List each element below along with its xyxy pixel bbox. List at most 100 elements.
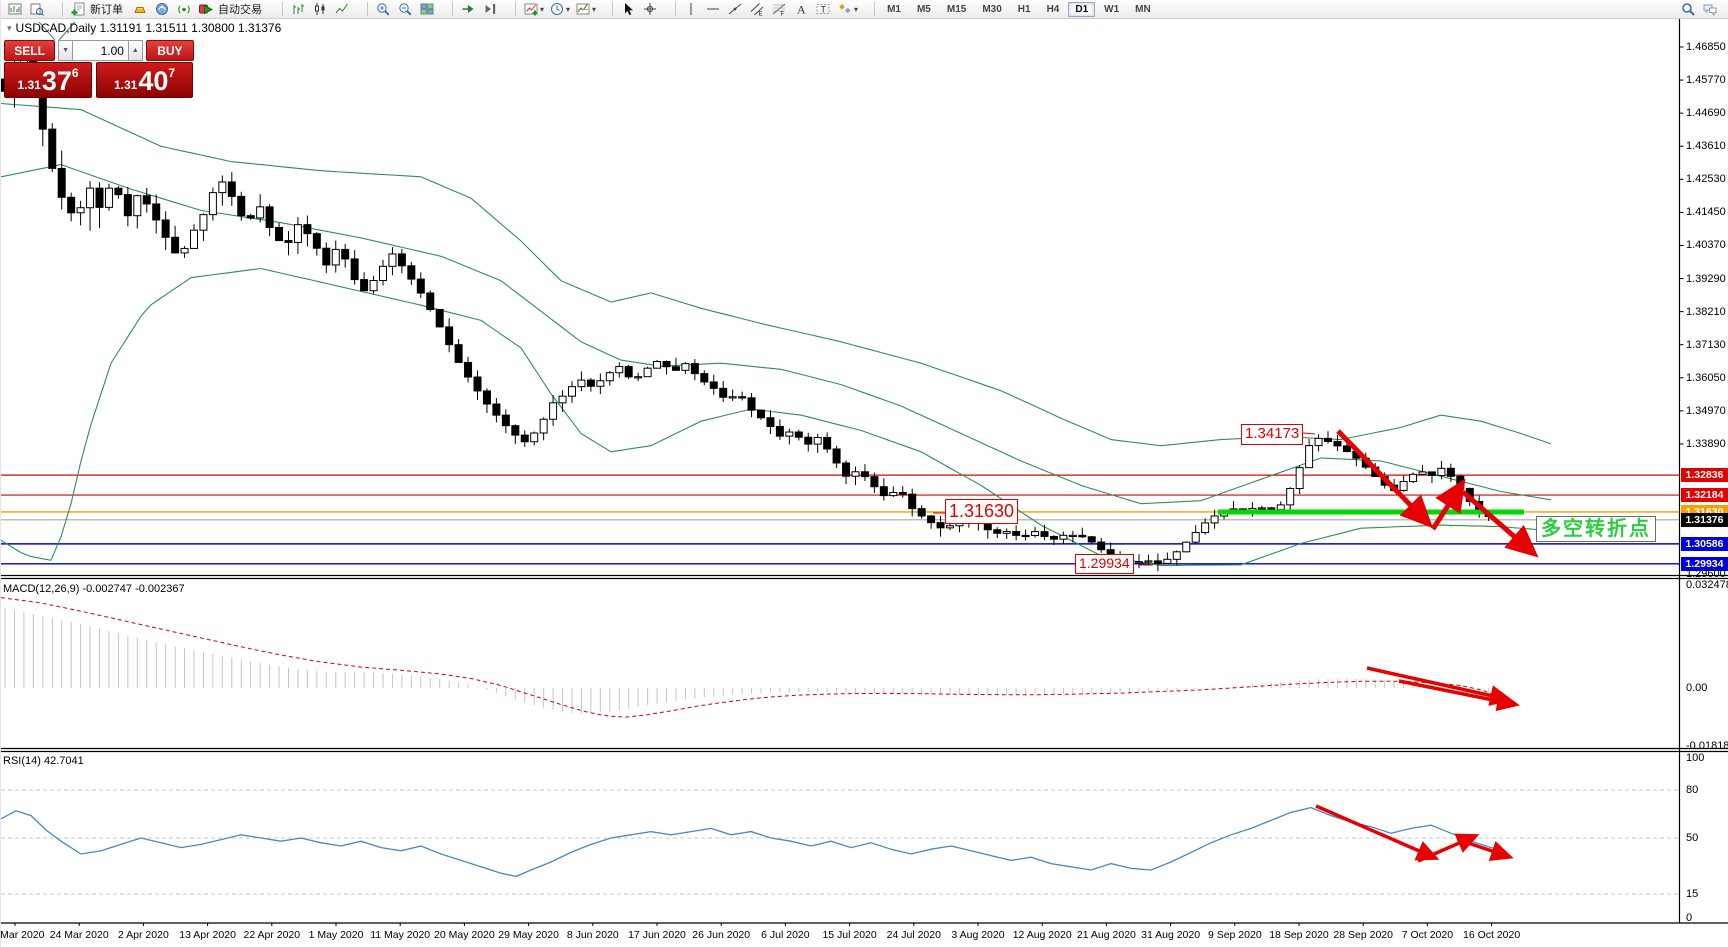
timeframe-m1-button[interactable]: M1 [887, 3, 901, 15]
gold-icon[interactable] [129, 1, 151, 18]
new-order-button[interactable]: 新订单 [67, 1, 129, 18]
support-price-label[interactable]: 1.31630 [945, 499, 1019, 524]
trend-arrow[interactable] [1461, 490, 1539, 558]
signal-icon[interactable] [173, 1, 195, 18]
line-chart-icon[interactable] [331, 1, 353, 18]
y-axis-label: 1.43610 [1686, 140, 1726, 153]
chat-icon[interactable] [1699, 1, 1721, 18]
timeframe-mn-button[interactable]: MN [1135, 3, 1151, 15]
search-icon[interactable] [1677, 1, 1699, 18]
timeframe-w1-button[interactable]: W1 [1104, 3, 1120, 15]
text-label-icon[interactable]: T [812, 1, 834, 18]
auto-scroll-icon[interactable] [457, 1, 479, 18]
cursor-icon[interactable] [617, 1, 639, 18]
periods-icon-dropdown[interactable]: ▾ [566, 4, 571, 14]
timeframe-m15-button[interactable]: M15 [946, 3, 967, 15]
new-order-button[interactable] [67, 1, 89, 18]
horizontal-line-icon[interactable] [702, 1, 724, 18]
candle-body [303, 224, 312, 235]
candle-body [1314, 437, 1323, 447]
text-icon[interactable]: A [790, 1, 812, 18]
shapes-icon-dropdown[interactable]: ▾ [854, 4, 859, 14]
crosshair-icon[interactable] [639, 1, 661, 18]
timeframe-h1-button[interactable]: H1 [1017, 3, 1031, 15]
periods-icon [550, 2, 564, 16]
auto-trading-button[interactable] [195, 1, 217, 18]
date-label: 13 Apr 2020 [179, 929, 236, 941]
candle-body [700, 373, 709, 383]
volume-up-button[interactable]: ▲ [127, 40, 143, 61]
macd-trend-arrow[interactable] [1398, 679, 1520, 712]
cursor-icon [621, 2, 635, 16]
candle-body [379, 265, 387, 282]
candle-body [473, 376, 482, 392]
data-window-icon [30, 2, 44, 16]
date-label: 9 Sep 2020 [1207, 929, 1262, 941]
rsi-trend-arrow[interactable] [1458, 838, 1514, 861]
templates-icon-dropdown[interactable]: ▾ [592, 4, 597, 14]
candle-body [454, 344, 463, 363]
vertical-line-icon [684, 2, 698, 16]
signal-icon [177, 2, 191, 16]
price-axis[interactable]: 1.46850 1.45770 1.44690 1.43610 1.42530 1.414… [1680, 0, 1728, 924]
volume-down-button[interactable]: ▼ [58, 40, 73, 61]
templates-icon[interactable] [572, 1, 594, 18]
date-label: 18 Sep 2020 [1269, 929, 1329, 941]
candle-body [917, 508, 926, 517]
auto-scroll-icon [461, 2, 475, 16]
channel-icon[interactable]: E [746, 1, 768, 18]
y-axis-label: 1.40370 [1686, 239, 1726, 252]
candle-body [832, 448, 841, 464]
date-label: 24 Mar 2020 [49, 929, 109, 941]
candle-body [1324, 437, 1332, 442]
fibonacci-icon: F [772, 2, 786, 16]
bar-chart-icon[interactable] [287, 1, 309, 18]
y-axis-label: 1.34970 [1686, 404, 1726, 417]
chart-shift-icon[interactable] [479, 1, 501, 18]
buy-button[interactable]: BUY [145, 40, 194, 61]
tile-windows-icon[interactable] [416, 1, 438, 18]
volume-input[interactable] [72, 40, 128, 61]
timeframe-m5-button[interactable]: M5 [916, 3, 931, 15]
market-news-icon[interactable] [151, 1, 173, 18]
buy-price-box[interactable]: 1.31 40 7 [96, 62, 193, 98]
trend-arrow[interactable] [1336, 429, 1433, 529]
trendline-icon[interactable] [724, 1, 746, 18]
low-price-label[interactable]: 1.29934 [1075, 554, 1134, 574]
new-order-icon [71, 2, 85, 16]
data-window-icon[interactable] [26, 1, 48, 18]
chart-window-icon[interactable] [4, 1, 26, 18]
zoom-out-icon[interactable] [394, 1, 416, 18]
sell-button[interactable]: SELL [4, 40, 56, 61]
candle-body [397, 253, 406, 267]
sell-price-box[interactable]: 1.31 37 6 [4, 62, 92, 98]
candle-body [1087, 536, 1096, 543]
indicators-icon-dropdown[interactable]: ▾ [540, 4, 545, 14]
timeframe-h4-button[interactable]: H4 [1046, 3, 1060, 15]
macd-scale-label: -0.018182 [1686, 739, 1728, 752]
crosshair-icon [643, 2, 657, 16]
candle-body [879, 486, 888, 497]
candle-body [586, 379, 595, 387]
indicators-icon[interactable] [520, 1, 542, 18]
candle-body [369, 280, 378, 292]
candle-body [1267, 507, 1276, 511]
high-price-label[interactable]: 1.34173 [1241, 424, 1304, 445]
auto-trading-button-label: 自动交易 [218, 4, 262, 16]
zoom-in-icon[interactable] [372, 1, 394, 18]
candle-body [1021, 534, 1030, 538]
periods-icon[interactable] [546, 1, 568, 18]
auto-trading-button[interactable]: 自动交易 [195, 1, 268, 18]
timeframe-d1-button[interactable]: D1 [1068, 1, 1096, 17]
candlestick-chart-icon[interactable] [309, 1, 331, 18]
y-axis-label: 1.37130 [1686, 338, 1726, 351]
macd-trend-arrow[interactable] [1366, 666, 1513, 706]
vertical-line-icon[interactable] [680, 1, 702, 18]
rsi-trend-arrow[interactable] [1315, 804, 1440, 861]
timeframe-m30-button[interactable]: M30 [982, 3, 1002, 15]
trend-arrow[interactable] [1430, 478, 1466, 531]
turning-point-note[interactable]: 多空转折点 [1536, 516, 1656, 542]
shapes-icon[interactable] [834, 1, 856, 18]
fibonacci-icon[interactable]: F [768, 1, 790, 18]
